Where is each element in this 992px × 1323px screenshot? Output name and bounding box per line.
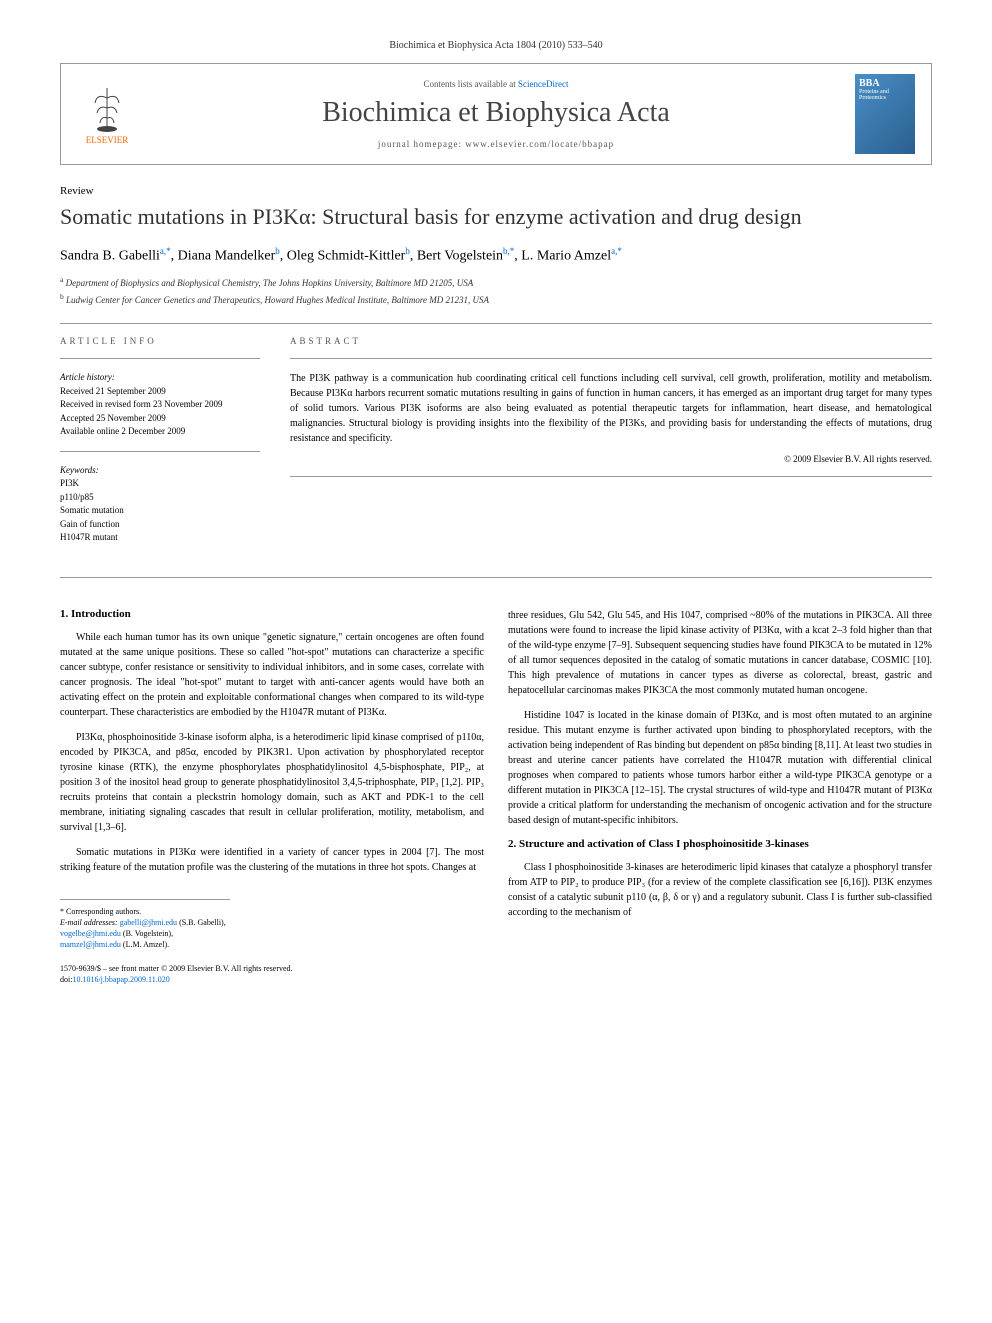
section-heading-intro: 1. Introduction	[60, 608, 484, 620]
divider	[290, 358, 932, 359]
body-right-column: three residues, Glu 542, Glu 545, and Hi…	[508, 608, 932, 985]
author-affil-marker: a,*	[611, 246, 622, 256]
accepted-date: Accepted 25 November 2009	[60, 412, 260, 426]
email-name: (L.M. Amzel).	[121, 940, 169, 949]
body-left-column: 1. Introduction While each human tumor h…	[60, 608, 484, 985]
body-paragraph: Somatic mutations in PI3Kα were identifi…	[60, 845, 484, 875]
body-paragraph: three residues, Glu 542, Glu 545, and Hi…	[508, 608, 932, 698]
keyword: PI3K	[60, 477, 260, 491]
email-link[interactable]: mamzel@jhmi.edu	[60, 940, 121, 949]
divider	[60, 358, 260, 359]
author-affil-marker: b	[405, 246, 410, 256]
email-name: (S.B. Gabelli),	[177, 918, 226, 927]
abstract-text: The PI3K pathway is a communication hub …	[290, 371, 932, 446]
abstract-column: ABSTRACT The PI3K pathway is a communica…	[290, 336, 932, 557]
corresponding-label: * Corresponding authors.	[60, 906, 230, 917]
bba-logo-text: BBA	[859, 78, 911, 89]
history-label: Article history:	[60, 371, 260, 385]
received-date: Received 21 September 2009	[60, 385, 260, 399]
journal-title: Biochimica et Biophysica Acta	[137, 97, 855, 129]
body-paragraph: PI3Kα, phosphoinositide 3-kinase isoform…	[60, 730, 484, 835]
keyword: H1047R mutant	[60, 531, 260, 545]
author-name: Bert Vogelstein	[417, 248, 503, 263]
doi-label: doi:	[60, 975, 72, 984]
body-paragraph: Histidine 1047 is located in the kinase …	[508, 708, 932, 828]
author-name: Diana Mandelker	[178, 248, 276, 263]
keywords-block: Keywords: PI3K p110/p85 Somatic mutation…	[60, 464, 260, 545]
bba-subtitle: Proteins and Proteomics	[859, 89, 911, 101]
abstract-copyright: © 2009 Elsevier B.V. All rights reserved…	[290, 454, 932, 464]
article-title: Somatic mutations in PI3Kα: Structural b…	[60, 203, 932, 232]
author-affil-marker: b	[275, 246, 280, 256]
section-heading-2: 2. Structure and activation of Class I p…	[508, 838, 932, 850]
article-history-block: Article history: Received 21 September 2…	[60, 371, 260, 439]
body-two-column: 1. Introduction While each human tumor h…	[60, 608, 932, 985]
contents-available-line: Contents lists available at ScienceDirec…	[137, 79, 855, 89]
elsevier-tree-icon	[87, 83, 127, 133]
body-paragraph: While each human tumor has its own uniqu…	[60, 630, 484, 720]
online-date: Available online 2 December 2009	[60, 425, 260, 439]
revised-date: Received in revised form 23 November 200…	[60, 398, 260, 412]
divider	[290, 476, 932, 477]
journal-header-box: ELSEVIER Contents lists available at Sci…	[60, 63, 932, 165]
keywords-label: Keywords:	[60, 464, 260, 478]
email-label: E-mail addresses:	[60, 918, 120, 927]
bba-cover-thumbnail: BBA Proteins and Proteomics	[855, 74, 915, 154]
email-link[interactable]: gabelli@jhmi.edu	[120, 918, 177, 927]
info-abstract-row: ARTICLE INFO Article history: Received 2…	[60, 336, 932, 557]
author-affil-marker: b,*	[503, 246, 514, 256]
doi-line: doi:10.1016/j.bbapap.2009.11.020	[60, 974, 484, 985]
affiliations: a Department of Biophysics and Biophysic…	[60, 274, 932, 307]
divider	[60, 451, 260, 452]
author-name: Oleg Schmidt-Kittler	[287, 248, 406, 263]
authors-line: Sandra B. Gabellia,*, Diana Mandelkerb, …	[60, 246, 932, 265]
doi-link[interactable]: 10.1016/j.bbapap.2009.11.020	[72, 975, 169, 984]
article-info-label: ARTICLE INFO	[60, 336, 260, 346]
issn-line: 1570-9639/$ – see front matter © 2009 El…	[60, 963, 484, 974]
keyword: p110/p85	[60, 491, 260, 505]
header-center: Contents lists available at ScienceDirec…	[137, 79, 855, 149]
divider	[60, 577, 932, 578]
journal-reference: Biochimica et Biophysica Acta 1804 (2010…	[60, 40, 932, 51]
divider	[60, 323, 932, 324]
elsevier-logo-text: ELSEVIER	[86, 135, 129, 145]
abstract-label: ABSTRACT	[290, 336, 932, 346]
email-link[interactable]: vogelbe@jhmi.edu	[60, 929, 121, 938]
elsevier-logo: ELSEVIER	[77, 79, 137, 149]
keyword: Gain of function	[60, 518, 260, 532]
homepage-line: journal homepage: www.elsevier.com/locat…	[137, 139, 855, 149]
author-affil-marker: a,*	[160, 246, 171, 256]
affiliation-b: Ludwig Center for Cancer Genetics and Th…	[64, 295, 489, 305]
article-info-column: ARTICLE INFO Article history: Received 2…	[60, 336, 260, 557]
corresponding-authors: * Corresponding authors. E-mail addresse…	[60, 899, 230, 951]
keyword: Somatic mutation	[60, 504, 260, 518]
article-type: Review	[60, 185, 932, 197]
homepage-url: www.elsevier.com/locate/bbapap	[465, 139, 614, 149]
affiliation-a: Department of Biophysics and Biophysical…	[63, 278, 473, 288]
email-addresses-line: E-mail addresses: gabelli@jhmi.edu (S.B.…	[60, 917, 230, 951]
sciencedirect-link[interactable]: ScienceDirect	[518, 79, 568, 89]
homepage-prefix: journal homepage:	[378, 139, 465, 149]
body-paragraph: Class I phosphoinositide 3-kinases are h…	[508, 860, 932, 920]
contents-prefix: Contents lists available at	[424, 79, 518, 89]
author-name: Sandra B. Gabelli	[60, 248, 160, 263]
email-name: (B. Vogelstein),	[121, 929, 173, 938]
author-name: L. Mario Amzel	[521, 248, 611, 263]
footer-section: * Corresponding authors. E-mail addresse…	[60, 899, 484, 985]
